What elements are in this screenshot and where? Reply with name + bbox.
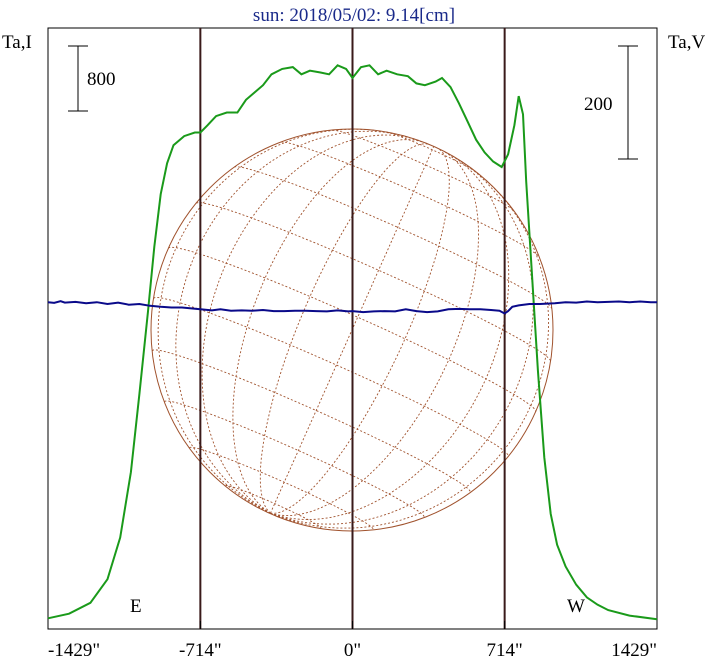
longitude-line	[270, 148, 450, 514]
longitude-line	[270, 150, 479, 517]
intensity-scale-label: 800	[87, 69, 116, 90]
polarization-scale-label: 200	[584, 94, 613, 115]
longitude-line	[270, 152, 510, 521]
latitude-line	[225, 485, 322, 529]
longitude-line	[175, 130, 409, 514]
west-limb-label: W	[567, 596, 585, 617]
limb-lines	[199, 28, 506, 629]
solar-disk	[150, 128, 554, 532]
latitude-line	[189, 446, 374, 530]
polarization-curve	[47, 300, 657, 315]
longitude-line	[270, 158, 534, 525]
chart-title: sun: 2018/05/02: 9.14[cm]	[253, 5, 455, 26]
east-limb-label: E	[130, 596, 142, 617]
left-axis-label: Ta,I	[2, 32, 32, 53]
latitude-line	[164, 400, 425, 518]
latitude-line	[168, 246, 537, 412]
series-group	[47, 64, 658, 621]
longitude-line	[201, 134, 421, 514]
intensity-scale-bar	[68, 45, 88, 112]
longitude-line	[232, 139, 425, 514]
intensity-curve	[47, 64, 658, 621]
latitude-line	[281, 141, 540, 258]
latitude-line	[332, 129, 515, 212]
right-axis-label: Ta,V	[668, 32, 705, 53]
longitude-line	[157, 128, 376, 514]
x-tick-label: 0"	[344, 640, 361, 661]
x-tick-label: -1429"	[48, 640, 100, 661]
longitude-line	[259, 143, 429, 514]
x-tick-label: 714"	[487, 640, 523, 661]
x-tick-label: -714"	[179, 640, 222, 661]
x-tick-label: 1429"	[611, 640, 657, 661]
x-axis-ticks: -1429" -714" 0" 714" 1429"	[47, 621, 658, 661]
polarization-scale-bar	[618, 45, 638, 160]
longitude-line	[270, 178, 550, 529]
latitude-line	[385, 131, 477, 173]
